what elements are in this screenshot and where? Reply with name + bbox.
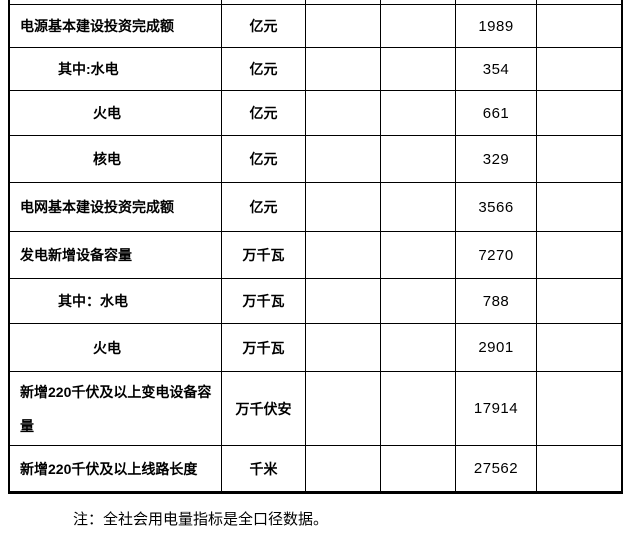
empty-cell [537,279,621,324]
value-cell: 329 [456,136,537,183]
empty-cell [537,183,621,232]
empty-cell [306,136,381,183]
unit-cell: 亿元 [222,183,306,232]
unit-cell: 千米 [222,446,306,492]
table-row: 核电 亿元 329 [10,136,621,183]
unit-cell: 亿元 [222,91,306,136]
unit-cell: 亿元 [222,136,306,183]
unit-cell: 万千瓦 [222,279,306,324]
unit-cell: 万千伏安 [222,372,306,446]
value-cell: 27562 [456,446,537,492]
statistics-table: 电源基本建设投资完成额 亿元 1989 其中:水电 亿元 354 火电 亿元 6… [8,0,623,494]
table-row: 新增220千伏及以上变电设备容量 万千伏安 17914 [10,372,621,446]
indicator-cell: 火电 [10,324,222,372]
empty-cell [456,0,537,5]
indicator-cell: 核电 [10,136,222,183]
indicator-cell: 电源基本建设投资完成额 [10,5,222,48]
indicator-cell: 火电 [10,91,222,136]
empty-cell [306,0,381,5]
empty-cell [381,183,456,232]
value-cell: 2901 [456,324,537,372]
value-cell: 3566 [456,183,537,232]
table-row: 火电 万千瓦 2901 [10,324,621,372]
empty-cell [381,324,456,372]
empty-cell [306,5,381,48]
unit-cell: 万千瓦 [222,324,306,372]
empty-cell [537,0,621,5]
empty-cell [537,91,621,136]
empty-cell [306,279,381,324]
value-cell: 788 [456,279,537,324]
empty-cell [537,136,621,183]
value-cell: 1989 [456,5,537,48]
empty-cell [537,48,621,91]
empty-cell [381,91,456,136]
empty-cell [537,372,621,446]
empty-cell [381,232,456,279]
empty-cell [381,48,456,91]
indicator-cell: 发电新增设备容量 [10,232,222,279]
indicator-cell: 新增220千伏及以上变电设备容量 [10,372,222,446]
footnote: 注：全社会用电量指标是全口径数据。 [73,511,329,528]
empty-cell [306,48,381,91]
empty-cell [306,232,381,279]
empty-cell [381,0,456,5]
empty-cell [537,5,621,48]
empty-cell [381,5,456,48]
unit-cell: 万千瓦 [222,232,306,279]
empty-cell [306,183,381,232]
empty-cell [381,279,456,324]
table-row: 电源基本建设投资完成额 亿元 1989 [10,5,621,48]
empty-cell [306,446,381,492]
value-cell: 7270 [456,232,537,279]
table-row-cutoff [10,0,621,5]
empty-cell [381,136,456,183]
indicator-cell: 其中:水电 [10,48,222,91]
unit-cell: 亿元 [222,48,306,91]
empty-cell [222,0,306,5]
indicator-cell: 新增220千伏及以上线路长度 [10,446,222,492]
table-row: 其中：水电 万千瓦 788 [10,279,621,324]
empty-cell [10,0,222,5]
empty-cell [537,324,621,372]
unit-cell: 亿元 [222,5,306,48]
table-row: 火电 亿元 661 [10,91,621,136]
empty-cell [537,446,621,492]
empty-cell [381,372,456,446]
indicator-cell: 电网基本建设投资完成额 [10,183,222,232]
value-cell: 661 [456,91,537,136]
indicator-cell: 其中：水电 [10,279,222,324]
table-row: 新增220千伏及以上线路长度 千米 27562 [10,446,621,492]
empty-cell [306,91,381,136]
value-cell: 354 [456,48,537,91]
table-row: 电网基本建设投资完成额 亿元 3566 [10,183,621,232]
empty-cell [306,372,381,446]
empty-cell [537,232,621,279]
value-cell: 17914 [456,372,537,446]
empty-cell [306,324,381,372]
table-row: 发电新增设备容量 万千瓦 7270 [10,232,621,279]
empty-cell [381,446,456,492]
table-row: 其中:水电 亿元 354 [10,48,621,91]
